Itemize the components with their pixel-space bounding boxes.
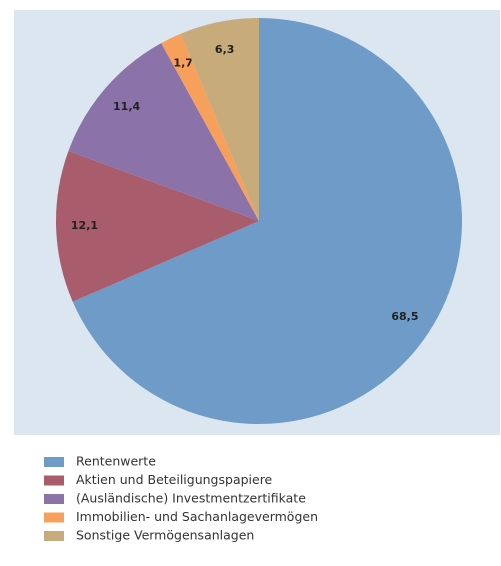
legend-label: Immobilien- und Sachanlagevermögen [76, 509, 318, 524]
pie-slice [161, 33, 259, 221]
data-label: 6,3 [215, 43, 235, 56]
legend-swatch [44, 475, 64, 486]
legend-label: Aktien und Beteiligungspapiere [76, 472, 273, 487]
data-label: 1,7 [173, 57, 193, 70]
data-label: 68,5 [391, 310, 418, 323]
legend-swatch [44, 531, 64, 541]
pie-slice [180, 18, 259, 221]
data-label: 12,1 [71, 219, 98, 232]
legend-label: (Ausländische) Investmentzertifikate [76, 491, 306, 506]
pie-slice [72, 18, 462, 424]
legend-swatch [44, 457, 64, 467]
legend-label: Sonstige Vermögensanlagen [76, 528, 254, 543]
pie-slice [55, 151, 259, 302]
legend-swatch [44, 494, 64, 504]
pie-slice [68, 43, 259, 222]
legend-swatch [44, 512, 64, 523]
legend-label: Rentenwerte [76, 454, 156, 469]
data-label: 11,4 [113, 100, 140, 113]
